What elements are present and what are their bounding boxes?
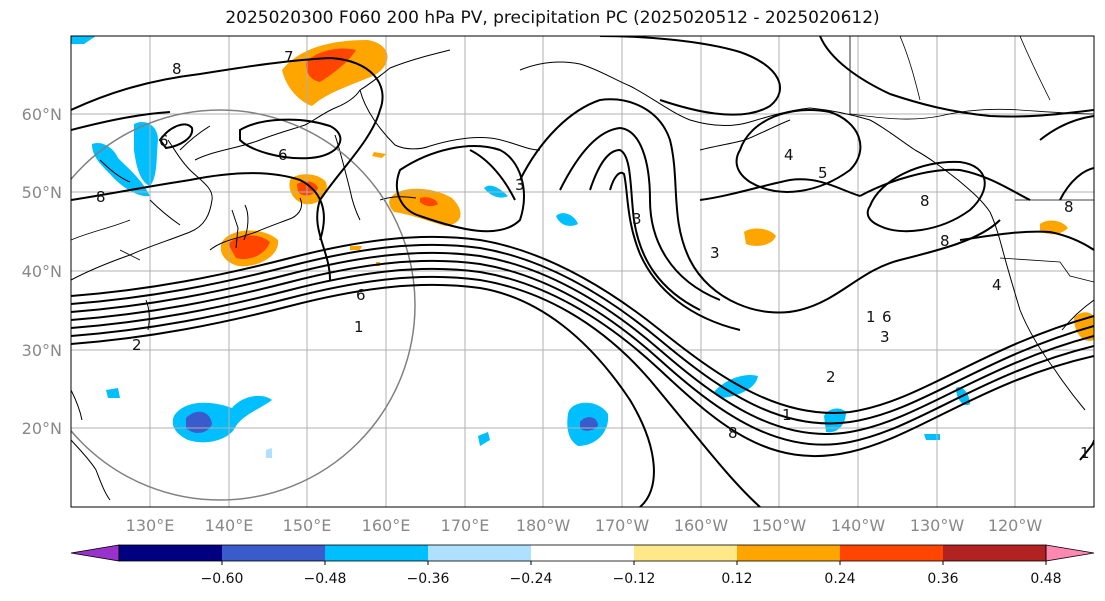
contour-label: 1 xyxy=(782,406,792,424)
reference-circle xyxy=(71,109,416,501)
lon-label: 170°E xyxy=(441,516,490,535)
contour-label: 3 xyxy=(710,244,720,262)
lat-label: 50°N xyxy=(22,183,62,202)
lon-label: 160°W xyxy=(674,516,729,535)
contour-label: 4 xyxy=(992,276,1002,294)
contour-label: 8 xyxy=(172,60,182,78)
coastlines xyxy=(71,49,1094,501)
contour-label: 4 xyxy=(784,146,794,164)
colorbar-tick-label: −0.36 xyxy=(407,571,450,587)
contour-label: 8 xyxy=(728,424,738,442)
colorbar-extend-high xyxy=(1045,544,1095,562)
colorbar-tick-label: −0.12 xyxy=(613,571,656,587)
colorbar-segment xyxy=(634,545,738,561)
contour-label: 8 xyxy=(940,232,950,250)
colorbar-segment xyxy=(531,545,635,561)
contour-label: 6 xyxy=(882,308,892,326)
longitude-labels: 130°E 140°E 150°E 160°E 170°E 180°W 170°… xyxy=(126,516,1043,535)
contour-label: 3 xyxy=(880,328,890,346)
contour-label: 8 xyxy=(1064,198,1074,216)
lon-label: 130°W xyxy=(910,516,965,535)
contour-label: 8 xyxy=(96,188,106,206)
pv-contours xyxy=(71,36,1094,507)
lon-label: 140°W xyxy=(831,516,886,535)
lat-label: 40°N xyxy=(22,262,62,281)
colorbar-tick-label: 0.48 xyxy=(1030,571,1061,587)
contour-label: 2 xyxy=(132,336,142,354)
contour-label: 6 xyxy=(356,286,366,304)
lat-label: 60°N xyxy=(22,105,62,124)
colorbar: −0.60 −0.48 −0.36 −0.24 −0.12 0.12 0.24 0.36 0.4… xyxy=(70,544,1095,587)
lon-label: 140°E xyxy=(205,516,254,535)
map-title: 2025020300 F060 200 hPa PV, precipitatio… xyxy=(225,8,880,28)
map-border xyxy=(70,35,1095,508)
colorbar-frame xyxy=(118,544,1047,562)
colorbar-extend-low xyxy=(70,544,120,562)
contour-label: 8 xyxy=(920,192,930,210)
contour-label: 2 xyxy=(826,368,836,386)
contour-label: 1 xyxy=(866,308,876,326)
lon-label: 120°W xyxy=(988,516,1043,535)
colorbar-segment xyxy=(428,545,532,561)
colorbar-segment xyxy=(737,545,841,561)
colorbar-tick-label: −0.48 xyxy=(304,571,347,587)
contour-label: 3 xyxy=(515,176,525,194)
colorbar-tick-label: 0.12 xyxy=(721,571,752,587)
lon-label: 150°E xyxy=(283,516,332,535)
contour-label: 6 xyxy=(159,132,169,150)
colorbar-tick-label: 0.36 xyxy=(927,571,958,587)
lon-label: 170°W xyxy=(595,516,650,535)
pv-contour-labels: 8 7 6 8 6 1 2 3 3 5 4 8 8 1 6 3 2 1 8 4 … xyxy=(96,48,1090,462)
lon-label: 130°E xyxy=(126,516,175,535)
latitude-labels: 60°N 50°N 40°N 30°N 20°N xyxy=(22,105,62,438)
colorbar-segment xyxy=(840,545,944,561)
lat-label: 30°N xyxy=(22,341,62,360)
contour-label: 3 xyxy=(632,210,642,228)
contour-label: 6 xyxy=(278,146,288,164)
contour-label: 1 xyxy=(354,318,364,336)
lon-label: 180°W xyxy=(516,516,571,535)
colorbar-tick-label: −0.60 xyxy=(201,571,244,587)
colorbar-segment xyxy=(943,545,1047,561)
contour-label: 7 xyxy=(284,48,294,66)
colorbar-segment xyxy=(325,545,429,561)
colorbar-segment xyxy=(119,545,223,561)
colorbar-tick-label: 0.24 xyxy=(824,571,855,587)
lon-label: 160°E xyxy=(362,516,411,535)
lon-label: 150°W xyxy=(752,516,807,535)
colorbar-tick-label: −0.24 xyxy=(510,571,553,587)
colorbar-segment xyxy=(222,545,326,561)
lat-label: 20°N xyxy=(22,419,62,438)
contour-label: 1 xyxy=(1080,444,1090,462)
contour-label: 5 xyxy=(818,164,828,182)
